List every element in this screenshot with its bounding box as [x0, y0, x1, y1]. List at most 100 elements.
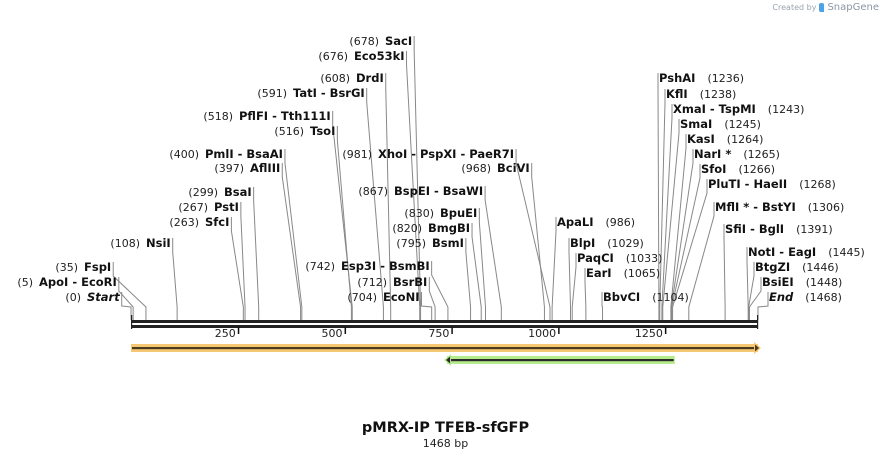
enzyme-name: PflFI - Tth111I: [239, 109, 331, 123]
enzyme-name: NotI - EagI: [748, 245, 816, 259]
cut-position: (299): [188, 186, 218, 199]
cut-site-line: [332, 111, 353, 320]
enzyme-site[interactable]: BbvCI (1104): [603, 290, 689, 304]
enzyme-site[interactable]: PmlI - BsaAI (400): [169, 147, 283, 161]
ruler-tick-label: 1250: [635, 327, 663, 340]
enzyme-site[interactable]: BciVI (968): [461, 161, 529, 175]
enzyme-name: BciVI: [497, 161, 530, 175]
enzyme-site[interactable]: XmaI - TspMI (1243): [673, 102, 804, 116]
enzyme-site[interactable]: BtgZI (1446): [755, 260, 839, 274]
cut-position: (1391): [796, 223, 833, 236]
cut-site-line: [336, 126, 352, 320]
cut-position: (795): [396, 237, 426, 250]
enzyme-site[interactable]: PluTI - HaeII (1268): [708, 177, 836, 191]
enzyme-site[interactable]: BspEI - BsaWI (867): [358, 184, 483, 198]
cut-site-line: [657, 73, 660, 320]
cut-position: (1243): [768, 103, 805, 116]
enzyme-name: End: [769, 290, 794, 304]
cut-site-line: [723, 224, 726, 320]
enzyme-site[interactable]: SfcI (263): [169, 215, 229, 229]
enzyme-site[interactable]: SmaI (1245): [680, 117, 761, 131]
enzyme-site[interactable]: PshAI (1236): [659, 71, 744, 85]
enzyme-name: KasI: [687, 132, 715, 146]
enzyme-site[interactable]: Eco53kI (676): [318, 49, 404, 63]
ruler-tick: [558, 327, 560, 334]
enzyme-site[interactable]: BmgBI (820): [392, 221, 470, 235]
cut-position: (712): [357, 276, 387, 289]
cut-site-line: [551, 217, 557, 320]
enzyme-site[interactable]: SfoI (1266): [701, 162, 775, 176]
enzyme-site[interactable]: EarI (1065): [586, 266, 660, 280]
enzyme-site[interactable]: BsrBI (712): [357, 275, 427, 289]
cut-site-line: [431, 261, 449, 320]
enzyme-name: SfcI: [205, 215, 229, 229]
cut-position: (1104): [652, 291, 689, 304]
enzyme-site[interactable]: NsiI (108): [110, 236, 170, 250]
enzyme-site[interactable]: Start (0): [65, 290, 120, 304]
enzyme-site[interactable]: PaqCI (1033): [577, 251, 662, 265]
enzyme-name: Start: [87, 290, 120, 304]
enzyme-name: BsaI: [224, 185, 252, 199]
enzyme-name: ApaLI: [557, 215, 594, 229]
cut-site-line: [661, 104, 673, 320]
enzyme-name: ApoI - EcoRI: [39, 275, 117, 289]
enzyme-site[interactable]: ApaLI (986): [557, 215, 635, 229]
enzyme-name: BlpI: [570, 236, 595, 250]
cut-position: (516): [274, 125, 304, 138]
cut-site-line: [253, 187, 260, 320]
enzyme-name: BtgZI: [755, 260, 790, 274]
enzyme-site[interactable]: ApoI - EcoRI (5): [17, 275, 116, 289]
cut-site-line: [659, 89, 666, 320]
enzyme-site[interactable]: MflI * - BstYI (1306): [715, 200, 844, 214]
cut-position: (1238): [700, 88, 737, 101]
enzyme-site[interactable]: Esp3I - BsmBI (742): [305, 259, 429, 273]
cut-position: (704): [347, 291, 377, 304]
enzyme-site[interactable]: End (1468): [769, 290, 842, 304]
enzyme-site[interactable]: BpuEI (830): [404, 206, 477, 220]
enzyme-name: BbvCI: [603, 290, 640, 304]
cut-position: (1029): [607, 237, 644, 250]
enzyme-site[interactable]: TatI - BsrGI (591): [257, 86, 364, 100]
enzyme-site[interactable]: TsoI (516): [274, 124, 335, 138]
enzyme-name: AflIII: [250, 161, 280, 175]
enzyme-site[interactable]: BsiEI (1448): [762, 275, 842, 289]
plasmid-name: pMRX-IP TFEB-sfGFP: [361, 420, 530, 436]
enzyme-site[interactable]: NarI * (1265): [694, 147, 780, 161]
cut-site-line: [118, 277, 134, 320]
cut-site-lines: [112, 36, 769, 320]
cut-position: (591): [257, 87, 287, 100]
cut-position: (1265): [743, 148, 780, 161]
cut-site-line: [121, 292, 132, 320]
enzyme-site[interactable]: NotI - EagI (1445): [748, 245, 865, 259]
cut-position: (676): [318, 50, 348, 63]
enzyme-site[interactable]: PstI (267): [178, 200, 238, 214]
cut-site-line: [413, 36, 422, 320]
cut-site-line: [478, 208, 487, 320]
cut-position: (1264): [727, 133, 764, 146]
enzyme-name: PstI: [214, 200, 239, 214]
enzyme-site[interactable]: BlpI (1029): [570, 236, 644, 250]
enzyme-site[interactable]: KflI (1238): [666, 87, 736, 101]
cut-position: (397): [214, 162, 244, 175]
cut-position: (968): [461, 162, 491, 175]
enzyme-site[interactable]: EcoNI (704): [347, 290, 419, 304]
enzyme-site[interactable]: BsmI (795): [396, 236, 463, 250]
enzyme-site[interactable]: SfiI - BglI (1391): [725, 222, 833, 236]
enzyme-name: BsmI: [432, 236, 464, 250]
cut-position: (108): [110, 237, 140, 250]
enzyme-site[interactable]: DrdI (608): [320, 71, 383, 85]
enzyme-name: PmlI - BsaAI: [205, 147, 283, 161]
cut-site-line: [688, 202, 715, 320]
enzyme-site[interactable]: PflFI - Tth111I (518): [203, 109, 330, 123]
cut-position: (267): [178, 201, 208, 214]
cut-site-line: [230, 217, 244, 320]
enzyme-site[interactable]: BsaI (299): [188, 185, 251, 199]
cut-position: (263): [169, 216, 199, 229]
enzyme-site[interactable]: XhoI - PspXI - PaeR7I (981): [342, 147, 514, 161]
enzyme-site[interactable]: AflIII (397): [214, 161, 280, 175]
enzyme-site[interactable]: SacI (678): [349, 34, 412, 48]
cut-site-line: [662, 119, 680, 320]
enzyme-name: Eco53kI: [354, 49, 405, 63]
enzyme-site[interactable]: KasI (1264): [687, 132, 763, 146]
enzyme-site[interactable]: FspI (35): [55, 260, 111, 274]
